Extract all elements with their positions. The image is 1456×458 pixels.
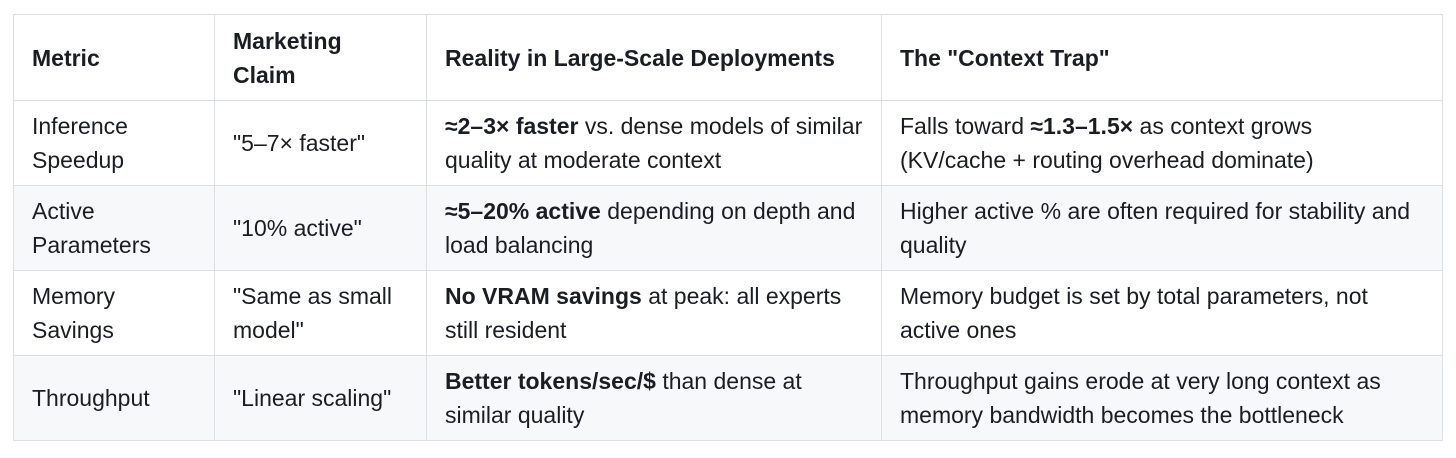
trap-cell: Memory budget is set by total parameters… xyxy=(881,270,1443,356)
table-header: Metric Marketing Claim Reality in Large-… xyxy=(13,14,1443,101)
header-context-trap: The "Context Trap" xyxy=(881,14,1443,101)
table-row-memory-savings: Memory Savings "Same as small model" No … xyxy=(13,270,1443,356)
claim-cell: "Same as small model" xyxy=(214,270,427,356)
reality-bold-text: ≈2–3× faster xyxy=(445,113,579,139)
table-row-throughput: Throughput "Linear scaling" Better token… xyxy=(13,355,1443,441)
trap-cell: Higher active % are often required for s… xyxy=(881,185,1443,271)
trap-cell: Falls toward ≈1.3–1.5× as context grows … xyxy=(881,100,1443,186)
metric-cell: Memory Savings xyxy=(13,270,215,356)
reality-cell: ≈5–20% active depending on depth and loa… xyxy=(426,185,882,271)
header-marketing-claim: Marketing Claim xyxy=(214,14,427,101)
reality-cell: ≈2–3× faster vs. dense models of similar… xyxy=(426,100,882,186)
reality-cell: Better tokens/sec/$ than dense at simila… xyxy=(426,355,882,441)
claim-cell: "Linear scaling" xyxy=(214,355,427,441)
header-row: Metric Marketing Claim Reality in Large-… xyxy=(13,14,1443,101)
metric-cell: Active Parameters xyxy=(13,185,215,271)
comparison-table: Metric Marketing Claim Reality in Large-… xyxy=(13,14,1443,441)
trap-prefix-text: Falls toward xyxy=(900,113,1031,139)
metric-cell: Throughput xyxy=(13,355,215,441)
reality-bold-text: Better tokens/sec/$ xyxy=(445,368,656,394)
header-metric: Metric xyxy=(13,14,215,101)
trap-prefix-text: Memory budget is set by total parameters… xyxy=(900,283,1368,343)
trap-cell: Throughput gains erode at very long cont… xyxy=(881,355,1443,441)
table-body: Inference Speedup "5–7× faster" ≈2–3× fa… xyxy=(13,100,1443,441)
trap-rest-text: as context grows (KV/cache + routing ove… xyxy=(900,113,1314,173)
reality-rest-text: vs. dense models of similar quality at m… xyxy=(445,113,863,173)
reality-rest-text: than dense at similar quality xyxy=(445,368,802,428)
reality-bold-text: ≈5–20% active xyxy=(445,198,601,224)
metric-cell: Inference Speedup xyxy=(13,100,215,186)
table-row-active-parameters: Active Parameters "10% active" ≈5–20% ac… xyxy=(13,185,1443,271)
reality-cell: No VRAM savings at peak: all experts sti… xyxy=(426,270,882,356)
claim-cell: "5–7× faster" xyxy=(214,100,427,186)
reality-bold-text: No VRAM savings xyxy=(445,283,642,309)
trap-prefix-text: Higher active % are often required for s… xyxy=(900,198,1411,258)
trap-prefix-text: Throughput gains erode at very long cont… xyxy=(900,368,1381,428)
claim-cell: "10% active" xyxy=(214,185,427,271)
reality-rest-text: at peak: all experts still resident xyxy=(445,283,842,343)
trap-bold-text: ≈1.3–1.5× xyxy=(1030,113,1134,139)
table-row-inference-speedup: Inference Speedup "5–7× faster" ≈2–3× fa… xyxy=(13,100,1443,186)
reality-rest-text: depending on depth and load balancing xyxy=(445,198,856,258)
header-reality: Reality in Large-Scale Deployments xyxy=(426,14,882,101)
